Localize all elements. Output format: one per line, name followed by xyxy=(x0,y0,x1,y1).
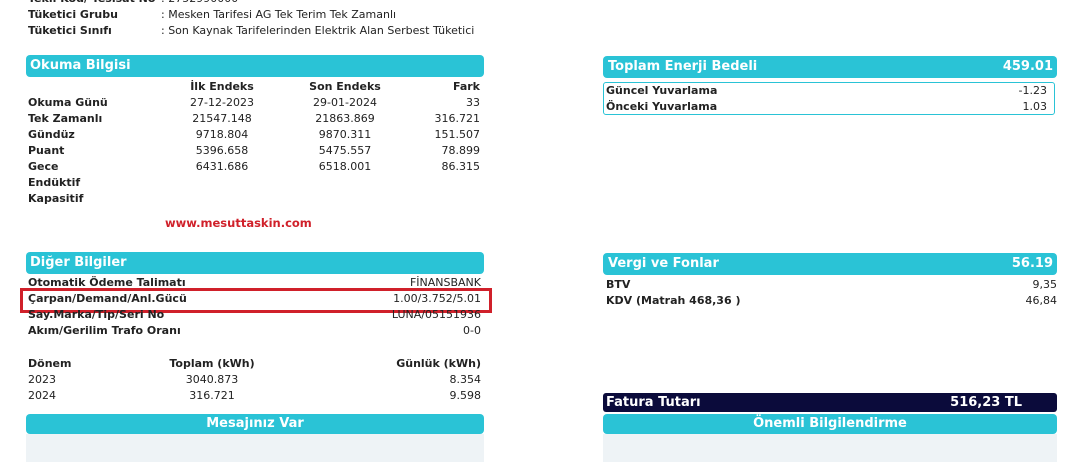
row-value: 5396.658 xyxy=(195,144,249,157)
taxes-header xyxy=(603,253,1057,275)
period-value: 8.354 xyxy=(449,373,482,386)
section-title: Diğer Bilgiler xyxy=(30,255,127,270)
row-label: Güncel Yuvarlama xyxy=(606,84,718,97)
row-label: Kapasitif xyxy=(28,192,84,205)
row-value: 0-0 xyxy=(463,324,481,337)
period-value: 3040.873 xyxy=(185,373,239,386)
other-header xyxy=(26,252,484,274)
section-total: 56.19 xyxy=(1011,256,1053,271)
column-header: Fark xyxy=(452,80,480,93)
row-value: FİNANSBANK xyxy=(409,276,481,289)
section-title: Vergi ve Fonlar xyxy=(608,256,719,271)
customer-value: : 2752990000 xyxy=(161,0,481,7)
reading-header xyxy=(26,55,484,77)
row-value: 9718.804 xyxy=(195,128,249,141)
row-value: 27-12-2023 xyxy=(190,96,254,109)
row-label: Akım/Gerilim Trafo Oranı xyxy=(28,324,181,337)
row-label: KDV (Matrah 468,36 ) xyxy=(606,294,741,307)
row-label: Endüktif xyxy=(28,176,81,189)
row-value: 5475.557 xyxy=(318,144,372,157)
row-label: Önceki Yuvarlama xyxy=(606,100,718,113)
customer-value: : Mesken Tarifesi AG Tek Terim Tek Zaman… xyxy=(161,8,397,21)
row-label: Tek Zamanlı xyxy=(28,112,103,125)
period-value: 2023 xyxy=(28,373,56,386)
column-header: Dönem xyxy=(28,357,72,370)
row-value: 9,35 xyxy=(1032,278,1058,291)
row-label: Okuma Günü xyxy=(28,96,108,109)
watermark: www.mesuttaskin.com xyxy=(165,216,312,230)
section-title: Mesajınız Var xyxy=(206,416,304,431)
row-label: Gece xyxy=(28,160,59,173)
message-box xyxy=(26,434,484,462)
row-label: Otomatik Ödeme Talimatı xyxy=(28,276,186,289)
section-total: 459.01 xyxy=(1002,59,1053,74)
row-value: -1.23 xyxy=(1018,84,1047,97)
row-value: 21863.869 xyxy=(315,112,375,125)
notice-box xyxy=(603,434,1057,462)
section-title: Önemli Bilgilendirme xyxy=(753,416,907,431)
column-header: Son Endeks xyxy=(309,80,381,93)
row-value: 21547.148 xyxy=(192,112,252,125)
period-value: 9.598 xyxy=(449,389,482,402)
row-value: 9870.311 xyxy=(318,128,372,141)
column-header: İlk Endeks xyxy=(190,80,254,93)
row-value: 29-01-2024 xyxy=(313,96,377,109)
row-value: LUNA/05151936 xyxy=(391,308,481,321)
column-header: Günlük (kWh) xyxy=(396,357,481,370)
invoice-amount: 516,23 TL xyxy=(950,395,1022,410)
row-value: 33 xyxy=(466,96,480,109)
row-value: 151.507 xyxy=(434,128,481,141)
customer-value: : Son Kaynak Tarifelerinden Elektrik Ala… xyxy=(161,24,475,37)
period-value: 316.721 xyxy=(189,389,235,402)
notice-header xyxy=(603,414,1057,434)
row-label: Say.Marka/Tip/Seri No xyxy=(28,308,165,321)
row-value: 1.00/3.752/5.01 xyxy=(393,292,481,305)
row-value: 1.03 xyxy=(1022,100,1048,113)
customer-label: Tüketici Grubu xyxy=(28,8,118,21)
section-title: Toplam Enerji Bedeli xyxy=(608,59,758,74)
row-label: Puant xyxy=(28,144,65,157)
invoice-label: Fatura Tutarı xyxy=(606,395,701,410)
row-label: BTV xyxy=(606,278,631,291)
row-value: 6431.686 xyxy=(195,160,249,173)
period-value: 2024 xyxy=(28,389,56,402)
invoice-bar xyxy=(603,393,1057,412)
row-value: 78.899 xyxy=(441,144,481,157)
message-header xyxy=(26,414,484,434)
column-header: Toplam (kWh) xyxy=(169,357,255,370)
row-value: 6518.001 xyxy=(318,160,372,173)
customer-label: Tekil Kod/ Tesisat No xyxy=(28,0,158,7)
row-value: 46,84 xyxy=(1025,294,1058,307)
row-value: 86.315 xyxy=(441,160,481,173)
highlight-box xyxy=(20,288,492,313)
energy-header xyxy=(603,56,1057,78)
energy-box xyxy=(603,82,1055,115)
row-label: Gündüz xyxy=(28,128,75,141)
customer-label: Tüketici Sınıfı xyxy=(28,24,112,37)
row-label: Çarpan/Demand/Anl.Gücü xyxy=(28,292,187,305)
section-title: Okuma Bilgisi xyxy=(30,58,131,73)
row-value: 316.721 xyxy=(434,112,481,125)
